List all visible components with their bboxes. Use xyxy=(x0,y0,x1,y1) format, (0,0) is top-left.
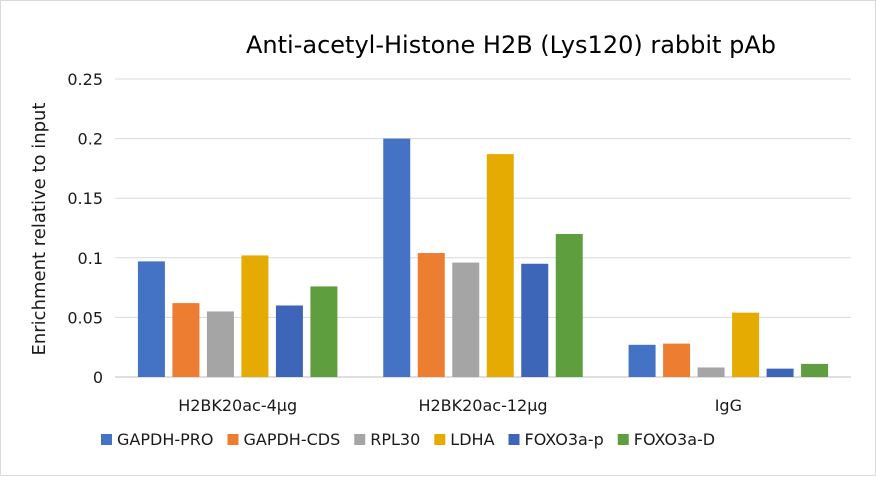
legend-swatch xyxy=(227,434,239,445)
legend-swatch xyxy=(101,434,112,445)
y-tick-label: 0 xyxy=(93,368,103,387)
legend-label: LDHA xyxy=(450,430,494,449)
bar-ldha xyxy=(486,154,514,377)
x-tick-label: IgG xyxy=(715,396,742,415)
legend-swatch xyxy=(354,434,366,445)
bar-gapdh-pro xyxy=(628,344,656,377)
bar-foxo3a-p xyxy=(521,263,549,377)
legend-label: GAPDH-PRO xyxy=(117,430,213,449)
bar-foxo3a-p xyxy=(766,368,794,377)
bar-gapdh-cds xyxy=(172,303,200,377)
y-tick-label: 0.1 xyxy=(78,249,103,268)
bar-ldha xyxy=(241,255,269,377)
gridlines xyxy=(115,78,851,378)
legend: GAPDH-PRO GAPDH-CDS RPL30 LDHA FOXO3a-p FOXO3… xyxy=(101,430,715,449)
x-tick-labels: H2BK20ac-4μg H2BK20ac-12μg IgG xyxy=(178,396,742,415)
y-axis-label: Enrichment relative to input xyxy=(29,103,50,356)
legend-swatch xyxy=(508,434,520,445)
legend-label: FOXO3a-D xyxy=(634,430,715,449)
x-tick-label: H2BK20ac-4μg xyxy=(178,396,297,415)
legend-swatch xyxy=(617,434,629,445)
bar-foxo3a-d xyxy=(310,286,338,377)
legend-label: RPL30 xyxy=(370,430,420,449)
legend-swatch xyxy=(434,434,446,445)
y-tick-label: 0.2 xyxy=(78,130,103,149)
y-tick-label: 0.15 xyxy=(67,189,103,208)
bar-gapdh-pro xyxy=(383,138,411,377)
bar-foxo3a-p xyxy=(275,305,303,377)
bar-gapdh-cds xyxy=(417,253,445,377)
legend-label: FOXO3a-p xyxy=(525,430,604,449)
y-tick-labels: 0 0.05 0.1 0.15 0.2 0.25 xyxy=(67,70,103,387)
x-tick-label: H2BK20ac-12μg xyxy=(418,396,547,415)
bar-gapdh-pro xyxy=(137,261,165,377)
bar-rpl30 xyxy=(206,311,234,377)
chart-title: Anti-acetyl-Histone H2B (Lys120) rabbit … xyxy=(246,31,776,59)
bar-rpl30 xyxy=(697,367,725,377)
bar-rpl30 xyxy=(452,262,480,377)
bar-foxo3a-d xyxy=(801,363,829,377)
y-tick-label: 0.05 xyxy=(67,308,103,327)
bar-ldha xyxy=(732,312,760,377)
legend-label: GAPDH-CDS xyxy=(243,430,340,449)
bar-gapdh-cds xyxy=(663,343,691,377)
bars xyxy=(137,138,829,377)
bar-foxo3a-d xyxy=(555,233,583,377)
y-tick-label: 0.25 xyxy=(67,70,103,89)
